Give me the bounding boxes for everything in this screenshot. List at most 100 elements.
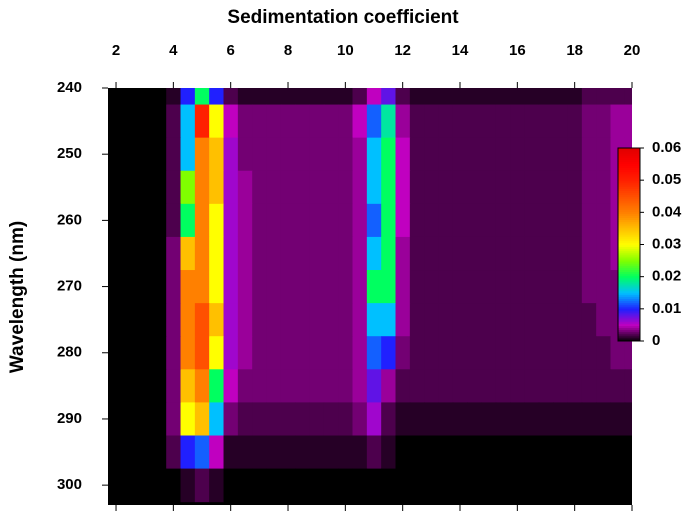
heatmap-cell bbox=[209, 336, 225, 370]
heatmap-cell bbox=[366, 203, 382, 238]
heatmap-cell bbox=[596, 369, 612, 403]
heatmap-cell bbox=[510, 88, 526, 106]
x-tick-label: 6 bbox=[227, 42, 235, 59]
heatmap-cell bbox=[252, 435, 268, 470]
heatmap-cell bbox=[524, 303, 540, 337]
heatmap-cell bbox=[280, 303, 296, 337]
heatmap-cell bbox=[237, 203, 253, 238]
colorbar-segment bbox=[618, 203, 640, 207]
colorbar-segment bbox=[618, 331, 640, 334]
heatmap-cell bbox=[137, 369, 153, 403]
heatmap-cell bbox=[180, 435, 196, 470]
heatmap-cell bbox=[381, 236, 397, 271]
heatmap-cell bbox=[366, 88, 382, 106]
heatmap-cell bbox=[180, 468, 196, 503]
heatmap-cell bbox=[194, 303, 210, 337]
heatmap-cell bbox=[151, 468, 167, 503]
heatmap-cell bbox=[567, 369, 583, 403]
heatmap-cell bbox=[553, 336, 569, 370]
heatmap-cell bbox=[194, 402, 210, 436]
heatmap-cell bbox=[481, 270, 497, 304]
colorbar-segment bbox=[618, 217, 640, 220]
heatmap-cell bbox=[395, 336, 411, 370]
heatmap-cell bbox=[538, 203, 554, 238]
heatmap-cell bbox=[395, 303, 411, 337]
colorbar-segment bbox=[618, 209, 640, 213]
heatmap-cell bbox=[137, 170, 153, 205]
heatmap-cell bbox=[596, 402, 612, 436]
heatmap-cell bbox=[108, 270, 124, 304]
heatmap-cell bbox=[467, 236, 483, 271]
heatmap-cell bbox=[280, 369, 296, 403]
heatmap-cell bbox=[538, 170, 554, 205]
heatmap-cell bbox=[481, 369, 497, 403]
heatmap-cell bbox=[424, 336, 440, 370]
heatmap-cell bbox=[524, 104, 540, 139]
heatmap-cell bbox=[323, 468, 339, 503]
heatmap-cell bbox=[123, 369, 139, 403]
heatmap-cell bbox=[223, 137, 239, 172]
heatmap-cell bbox=[166, 270, 182, 304]
heatmap-cell bbox=[223, 203, 239, 238]
heatmap-cell bbox=[194, 137, 210, 172]
heatmap-cell bbox=[524, 435, 540, 470]
colorbar-segment bbox=[618, 269, 640, 273]
colorbar-segment bbox=[618, 227, 640, 230]
heatmap-cell bbox=[352, 369, 368, 403]
heatmap-cell bbox=[338, 236, 354, 271]
heatmap-cell bbox=[266, 270, 282, 304]
heatmap-cell bbox=[510, 336, 526, 370]
heatmap-cell bbox=[338, 336, 354, 370]
heatmap-cell bbox=[151, 137, 167, 172]
heatmap-cell bbox=[295, 369, 311, 403]
heatmap-cell bbox=[381, 336, 397, 370]
colorbar-segment bbox=[618, 163, 640, 166]
heatmap-cell bbox=[194, 170, 210, 205]
heatmap-cell bbox=[495, 369, 511, 403]
heatmap-cell bbox=[438, 203, 454, 238]
heatmap bbox=[108, 88, 632, 505]
heatmap-cell bbox=[567, 203, 583, 238]
colorbar-segment bbox=[618, 159, 640, 163]
heatmap-cell bbox=[510, 170, 526, 205]
heatmap-cell bbox=[166, 236, 182, 271]
heatmap-cell bbox=[452, 88, 468, 106]
heatmap-cell bbox=[295, 137, 311, 172]
heatmap-cell bbox=[194, 203, 210, 238]
heatmap-cell bbox=[352, 468, 368, 503]
heatmap-cell bbox=[323, 137, 339, 172]
heatmap-cell bbox=[395, 236, 411, 271]
heatmap-cell bbox=[123, 435, 139, 470]
heatmap-cell bbox=[366, 104, 382, 139]
heatmap-cell bbox=[252, 402, 268, 436]
colorbar-segment bbox=[618, 317, 640, 321]
heatmap-cell bbox=[424, 88, 440, 106]
heatmap-cell bbox=[538, 369, 554, 403]
heatmap-cell bbox=[338, 137, 354, 172]
heatmap-cell bbox=[237, 402, 253, 436]
heatmap-cell bbox=[395, 203, 411, 238]
heatmap-cell bbox=[180, 402, 196, 436]
heatmap-cell bbox=[538, 236, 554, 271]
heatmap-cell bbox=[223, 270, 239, 304]
heatmap-cell bbox=[510, 468, 526, 503]
heatmap-cell bbox=[481, 336, 497, 370]
heatmap-cell bbox=[481, 104, 497, 139]
chart-title: Sedimentation coefficient bbox=[227, 7, 459, 28]
colorbar-tick-label: 0.05 bbox=[652, 171, 681, 188]
heatmap-cell bbox=[610, 468, 626, 503]
heatmap-cell bbox=[424, 104, 440, 139]
heatmap-cell bbox=[452, 468, 468, 503]
colorbar-segment bbox=[618, 271, 640, 274]
heatmap-cell bbox=[137, 336, 153, 370]
heatmap-cell bbox=[424, 270, 440, 304]
colorbar-segment bbox=[618, 196, 640, 199]
colorbar-segment bbox=[618, 176, 640, 180]
heatmap-cell bbox=[266, 435, 282, 470]
heatmap-cell bbox=[409, 170, 425, 205]
heatmap-cell bbox=[381, 170, 397, 205]
colorbar-tick-label: 0.01 bbox=[652, 300, 681, 317]
heatmap-cell bbox=[309, 88, 325, 106]
heatmap-cell bbox=[194, 270, 210, 304]
heatmap-cell bbox=[323, 336, 339, 370]
